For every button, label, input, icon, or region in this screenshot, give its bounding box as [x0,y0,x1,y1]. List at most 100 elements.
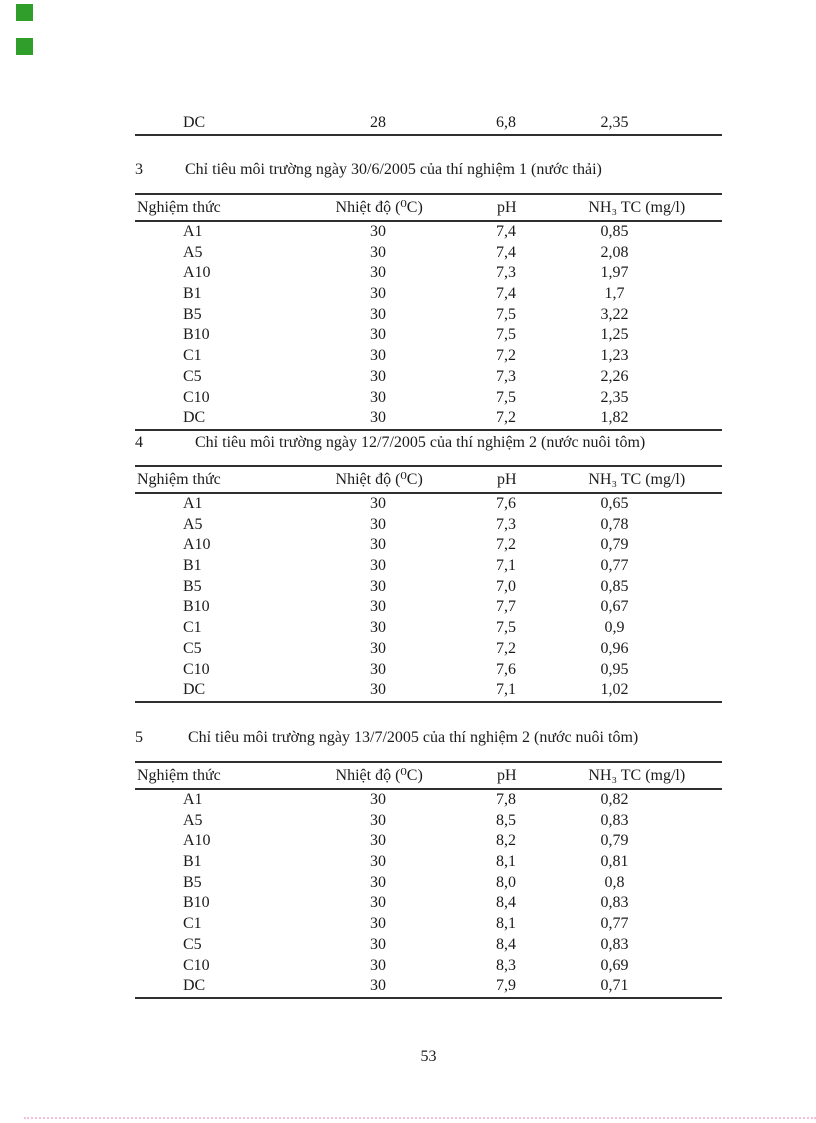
table-cell: 30 [370,811,386,829]
table-cell: 30 [370,791,386,808]
table-cell: 0,71 [600,977,629,995]
column-header: Nhiệt độ (⁰C) [335,199,423,216]
green-marker-icon [16,4,33,21]
table-cell: C1 [183,347,202,365]
table-cell: C1 [183,619,202,637]
table-cell: 30 [370,388,386,406]
table-cell: 7,4 [496,223,516,240]
table-row: B1 30 7,1 0,77 [135,556,722,577]
table-cell: A10 [183,536,211,554]
table-row: C1 30 7,5 0,9 [135,618,722,639]
table-cell: 2,26 [600,367,629,385]
table-cell: 30 [370,660,386,678]
table-cell: 1,02 [600,681,629,699]
table-cell: 30 [370,285,386,303]
table-cell: 1,23 [600,347,629,365]
table-cell: 7,2 [496,409,516,427]
table-cell: 0,9 [604,619,625,637]
table-cell: B1 [183,557,202,575]
table-cell: B1 [183,853,202,871]
table-cell: DC [183,681,206,699]
page-number: 53 [420,1048,437,1065]
section-heading: 3 Chỉ tiêu môi trường ngày 30/6/2005 của … [135,161,602,178]
table-cell: 0,79 [600,832,629,850]
table-cell: 7,3 [496,264,516,282]
table-cell: 8,4 [496,935,516,953]
table-cell: 30 [370,832,386,850]
table-cell: 0,85 [600,223,629,240]
table-cell: 0,77 [600,915,629,933]
table-header-row: Nghiệm thức Nhiệt độ (⁰C) pH NH₃ TC (mg/l) [135,467,722,494]
column-header: NH₃ TC (mg/l) [588,767,686,784]
table-cell: 30 [370,264,386,282]
table-cell: B5 [183,577,202,595]
table-cell: 7,1 [496,557,516,575]
table-cell: 30 [370,557,386,575]
table-cell: DC [183,977,206,995]
table-row: B5 30 8,0 0,8 [135,873,722,894]
table-cell: 0,85 [600,577,629,595]
table-cell: 30 [370,243,386,261]
table-cell: 30 [370,223,386,240]
data-table: Nghiệm thức Nhiệt độ (⁰C) pH NH₃ TC (mg/l) A… [135,193,722,431]
table-cell: A5 [183,811,203,829]
table-cell: A10 [183,832,211,850]
table-cell: 2,08 [600,243,629,261]
table-cell: 0,83 [600,935,629,953]
green-marker-icon [16,38,33,55]
table-row: B1 30 8,1 0,81 [135,852,722,873]
table-cell: B1 [183,285,202,303]
table-cell: 3,22 [600,305,629,323]
table-cell: B5 [183,305,202,323]
table-cell: 30 [370,639,386,657]
table-cell: 30 [370,515,386,533]
section-heading: 5 Chỉ tiêu môi trường ngày 13/7/2005 của … [135,729,639,746]
table-cell: C10 [183,660,210,678]
table-cell: 30 [370,935,386,953]
table-cell: A5 [183,515,203,533]
table-cell: 30 [370,347,386,365]
table-cell: C10 [183,388,210,406]
table-cell: 8,1 [496,853,516,871]
table-cell: 7,5 [496,388,516,406]
table-cell: 30 [370,598,386,616]
table-cell: 0,96 [600,639,629,657]
table-row: A1 30 7,6 0,65 [135,494,722,515]
table-row: A10 30 7,3 1,97 [135,263,722,284]
table-row: B10 30 7,7 0,67 [135,597,722,618]
table-cell: 7,6 [496,495,516,512]
table-cell: 0,65 [600,495,629,512]
table-cell: 30 [370,619,386,637]
table-cell: 0,79 [600,536,629,554]
table-cell: 0,83 [600,811,629,829]
table-cell: B10 [183,598,210,616]
table-cell: 7,7 [496,598,516,616]
table-cell: A1 [183,223,203,240]
table-row: C5 30 7,2 0,96 [135,639,722,660]
column-header: Nhiệt độ (⁰C) [335,471,423,488]
table-cell: 6,8 [496,114,516,131]
table-cell: 2,35 [600,114,629,131]
table-cell: 0,67 [600,598,629,616]
table-header-row: Nghiệm thức Nhiệt độ (⁰C) pH NH₃ TC (mg/l) [135,195,722,222]
table-row: A1 30 7,8 0,82 [135,790,722,811]
footer-dotted-line [24,1117,816,1119]
table-cell: 7,3 [496,367,516,385]
column-header: pH [496,767,517,784]
table-cell: C5 [183,935,202,953]
table-cell: 7,5 [496,305,516,323]
table-row: C10 30 8,3 0,69 [135,956,722,977]
table-cell: 7,4 [496,243,516,261]
table-cell: 1,82 [600,409,629,427]
table-row: C5 30 7,3 2,26 [135,367,722,388]
section-title: Chỉ tiêu môi trường ngày 13/7/2005 của t… [188,729,639,746]
table-row: DC 30 7,1 1,02 [135,680,722,701]
table-cell: 0,95 [600,660,629,678]
table-cell: C1 [183,915,202,933]
table-cell: 8,5 [496,811,516,829]
table-cell: 7,1 [496,681,516,699]
table-cell: 7,2 [496,639,516,657]
table-row: B1 30 7,4 1,7 [135,284,722,305]
table-cell: 8,2 [496,832,516,850]
